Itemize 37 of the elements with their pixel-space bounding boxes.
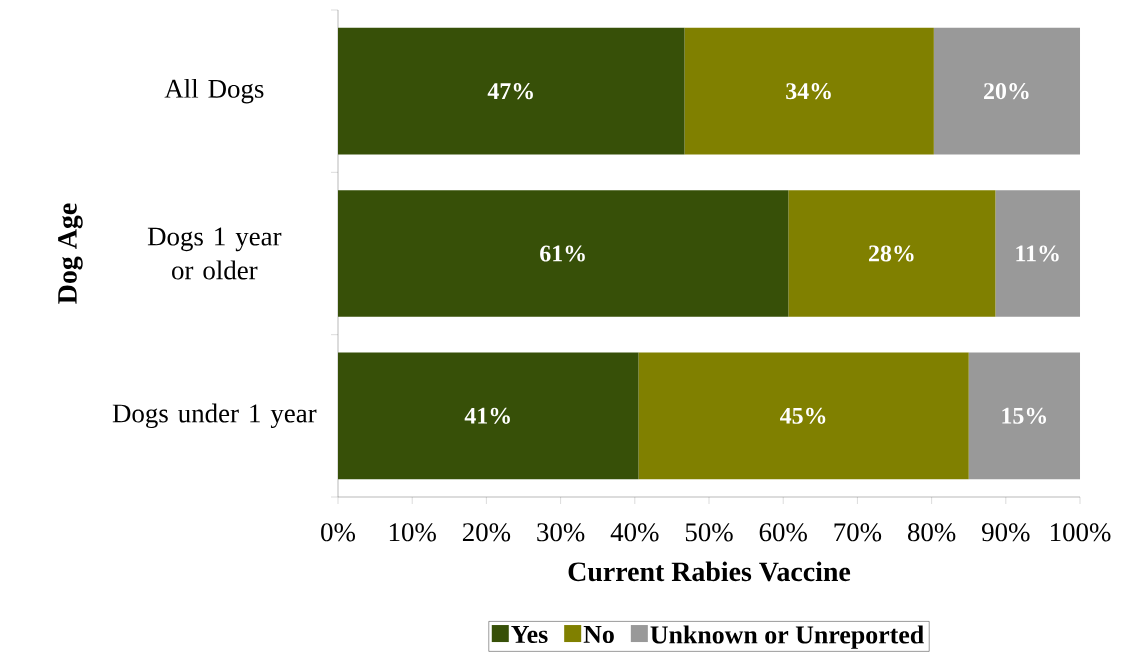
y-tick-label: Dogs under 1 year	[112, 403, 317, 429]
data-label: 41%	[464, 407, 510, 424]
bar	[968, 352, 1081, 480]
data-label: 28%	[869, 245, 914, 262]
bar	[338, 27, 685, 155]
bar	[338, 190, 789, 317]
data-label: 34%	[786, 83, 831, 100]
bar	[788, 190, 996, 317]
x-tick-label: 80%	[907, 523, 956, 542]
x-tick-label: 0%	[321, 523, 356, 542]
data-label: 47%	[487, 83, 533, 100]
y-axis-title: Dog Age	[58, 203, 83, 304]
bar	[684, 27, 934, 155]
x-tick-label: 30%	[537, 523, 585, 542]
data-label: 11%	[1016, 245, 1059, 262]
y-tick-label: Dogs 1 year or older	[147, 227, 282, 280]
legend-label: Unknown or Unreported	[650, 625, 924, 649]
legend-label: Yes	[511, 625, 548, 644]
bar	[338, 352, 639, 480]
x-tick-label: 90%	[982, 523, 1030, 542]
x-axis-title: Current Rabies Vaccine	[568, 561, 851, 582]
data-label: 15%	[1002, 407, 1047, 424]
x-tick-label: 70%	[834, 523, 882, 542]
x-tick-label: 60%	[759, 523, 807, 542]
y-tick-label: All Dogs	[164, 78, 264, 104]
x-tick-label: 40%	[610, 523, 659, 542]
x-tick-label: 10%	[389, 523, 436, 542]
data-label: 61%	[540, 245, 585, 262]
bar	[933, 27, 1081, 155]
bar	[995, 190, 1081, 317]
x-tick-label: 20%	[462, 523, 511, 542]
data-label: 20%	[984, 83, 1029, 100]
legend-label: No	[583, 625, 614, 644]
x-tick-label: 50%	[685, 523, 733, 542]
bar	[638, 352, 969, 480]
data-label: 45%	[780, 407, 826, 424]
x-tick-label: 100%	[1050, 523, 1111, 542]
